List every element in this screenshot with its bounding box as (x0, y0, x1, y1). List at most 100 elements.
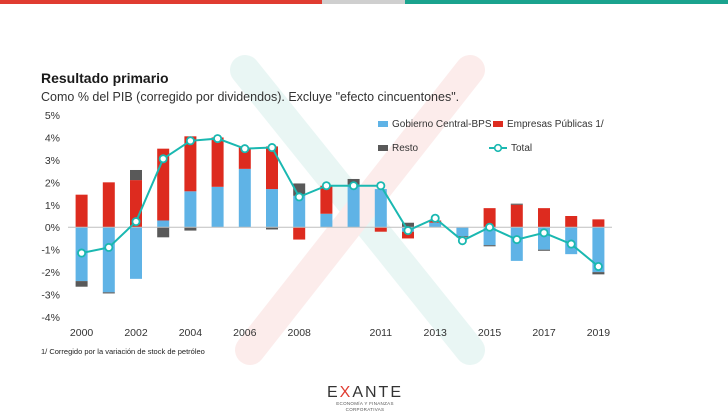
total-point-2010 (349, 181, 359, 191)
chart-subtitle: Como % del PIB (corregido por dividendos… (41, 90, 460, 104)
legend-swatch-2 (378, 145, 388, 151)
total-point-2006 (240, 144, 250, 154)
x-tick-label: 2019 (587, 327, 611, 339)
bar-resto-2016 (510, 203, 523, 205)
y-tick-label: 4% (45, 132, 60, 144)
bar-gobierno-2009 (320, 213, 333, 228)
bar-resto-2002 (130, 169, 142, 181)
bar-empresas-2007 (266, 146, 278, 190)
total-point-2004 (185, 136, 195, 146)
bar-empresas-2005 (211, 137, 224, 187)
total-point-2017 (539, 228, 549, 238)
y-tick-label: -4% (41, 312, 60, 324)
bar-gobierno-2011 (374, 189, 387, 228)
y-tick-label: 3% (45, 155, 60, 167)
bar-empresas-2015 (483, 208, 496, 228)
x-tick-label: 2017 (532, 327, 556, 339)
total-point-2012 (403, 226, 413, 236)
legend-swatch-0 (378, 121, 388, 127)
bar-gobierno-2019 (592, 227, 605, 273)
bar-gobierno-2013 (429, 222, 442, 228)
y-tick-label: 1% (45, 200, 60, 212)
bar-gobierno-2002 (130, 227, 142, 279)
bar-empresas-2019 (592, 219, 605, 228)
footnote: 1/ Corregido por la variación de stock d… (41, 347, 205, 356)
bar-gobierno-2003 (157, 220, 170, 228)
bar-resto-2012 (402, 222, 414, 228)
bar-empresas-2004 (184, 136, 197, 192)
bar-resto-2015 (483, 245, 496, 247)
legend-marker-total (493, 143, 503, 153)
bar-gobierno-2004 (184, 191, 197, 228)
logo-wordmark: EXANTE (326, 384, 403, 401)
bar-empresas-2000 (75, 194, 88, 228)
bar-empresas-2009 (320, 185, 333, 214)
bar-resto-2017 (538, 249, 550, 251)
legend-label-0: Gobierno Central-BPS (392, 119, 492, 130)
x-tick-label: 2015 (478, 327, 502, 339)
bar-empresas-2008 (293, 227, 306, 240)
y-tick-label: 0% (45, 222, 60, 234)
bar-resto-2000 (75, 281, 88, 287)
exante-logo: EXANTE ECONOMÍA Y FINANZAS CORPORATIVAS (320, 384, 410, 413)
total-point-2009 (321, 181, 331, 191)
total-point-2005 (213, 134, 223, 144)
bar-resto-2004 (184, 227, 197, 231)
bar-resto-2003 (157, 227, 170, 238)
bar-empresas-2018 (565, 216, 578, 228)
top-bar-grey-segment (322, 0, 405, 4)
x-tick-label: 2011 (370, 327, 393, 339)
total-point-2016 (512, 235, 522, 245)
x-tick-label: 2013 (424, 327, 448, 339)
total-point-2000 (77, 248, 87, 258)
bar-resto-2007 (266, 227, 278, 230)
chart-title: Resultado primario (41, 70, 169, 86)
total-point-2007 (267, 143, 277, 153)
total-point-2018 (566, 239, 576, 249)
legend-label-3: Total (511, 143, 532, 154)
bar-gobierno-2005 (211, 186, 224, 228)
x-tick-label: 2008 (288, 327, 312, 339)
bar-empresas-2016 (510, 204, 523, 228)
x-tick-label: 2006 (233, 327, 257, 339)
x-tick-label: 2000 (70, 327, 94, 339)
bar-gobierno-2008 (293, 195, 306, 228)
bar-gobierno-2014 (456, 227, 469, 237)
top-bar-red-segment (0, 0, 322, 4)
y-tick-label: 5% (45, 110, 60, 122)
total-line (81, 137, 600, 268)
bar-empresas-2001 (102, 182, 115, 228)
legend-swatch-1 (493, 121, 503, 127)
bar-empresas-2017 (538, 208, 550, 228)
total-point-2001 (104, 242, 114, 252)
x-tick-label: 2004 (179, 327, 203, 339)
top-bar-teal-segment (405, 0, 728, 4)
total-point-2014 (457, 236, 467, 246)
bar-gobierno-2001 (102, 227, 115, 293)
bar-gobierno-2015 (483, 227, 496, 246)
bar-resto-2019 (592, 272, 605, 275)
total-point-2003 (158, 154, 168, 164)
bar-resto-2001 (102, 292, 115, 294)
total-point-2002 (131, 217, 141, 227)
total-point-2019 (593, 261, 603, 271)
total-point-2015 (485, 222, 495, 232)
bar-empresas-2011 (374, 227, 387, 232)
y-tick-label: -1% (41, 245, 60, 257)
legend-label-2: Resto (392, 143, 419, 154)
bar-gobierno-2006 (238, 168, 251, 228)
bar-empresas-2006 (238, 147, 251, 169)
top-accent-bar (0, 0, 728, 4)
x-tick-label: 2002 (124, 327, 148, 339)
bar-gobierno-2010 (347, 184, 360, 228)
legend-label-1: Empresas Públicas 1/ (507, 119, 604, 130)
logo-tagline: ECONOMÍA Y FINANZAS CORPORATIVAS (336, 401, 394, 412)
total-point-2013 (430, 213, 440, 223)
bar-gobierno-2007 (266, 189, 278, 228)
y-tick-label: -2% (41, 267, 60, 279)
total-point-2011 (376, 181, 386, 191)
y-tick-label: -3% (41, 290, 60, 302)
total-point-2008 (294, 192, 304, 202)
y-tick-label: 2% (45, 177, 60, 189)
